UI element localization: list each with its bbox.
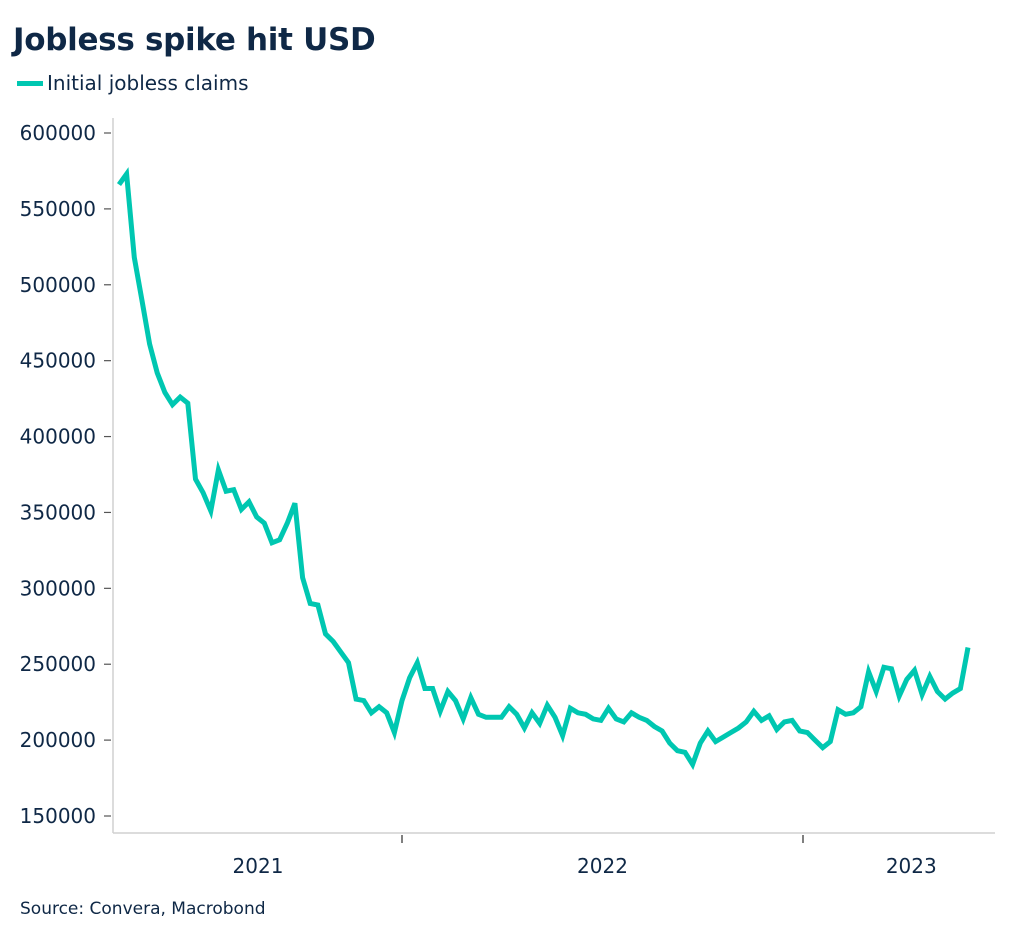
legend-swatch-initial-jobless-claims	[17, 80, 43, 86]
series-layer	[116, 167, 971, 771]
y-tick-label: 550000	[20, 197, 96, 221]
y-tick-label: 350000	[20, 500, 96, 524]
x-tick-label: 2023	[886, 854, 937, 878]
legend-label-initial-jobless-claims: Initial jobless claims	[47, 71, 249, 95]
source-note: Source: Convera, Macrobond	[20, 899, 266, 919]
y-tick-label: 450000	[20, 349, 96, 373]
chart-title: Jobless spike hit USD	[13, 22, 376, 58]
y-tick-label: 200000	[20, 728, 96, 752]
x-tick-label: 2021	[233, 854, 284, 878]
y-tick-label: 600000	[20, 121, 96, 145]
y-tick-label: 500000	[20, 273, 96, 297]
x-axis-ticks: 2021 2022 2023	[233, 835, 937, 878]
axes	[112, 118, 995, 834]
y-tick-label: 300000	[20, 576, 96, 600]
legend: Initial jobless claims	[17, 70, 249, 96]
y-axis-ticks: 150000 200000 250000 300000 350000 400000 4500…	[20, 121, 111, 828]
series-line-initial-jobless-claims	[116, 167, 971, 771]
y-tick-label: 150000	[20, 804, 96, 828]
x-tick-label: 2022	[577, 854, 628, 878]
y-tick-label: 250000	[20, 652, 96, 676]
y-tick-label: 400000	[20, 425, 96, 449]
